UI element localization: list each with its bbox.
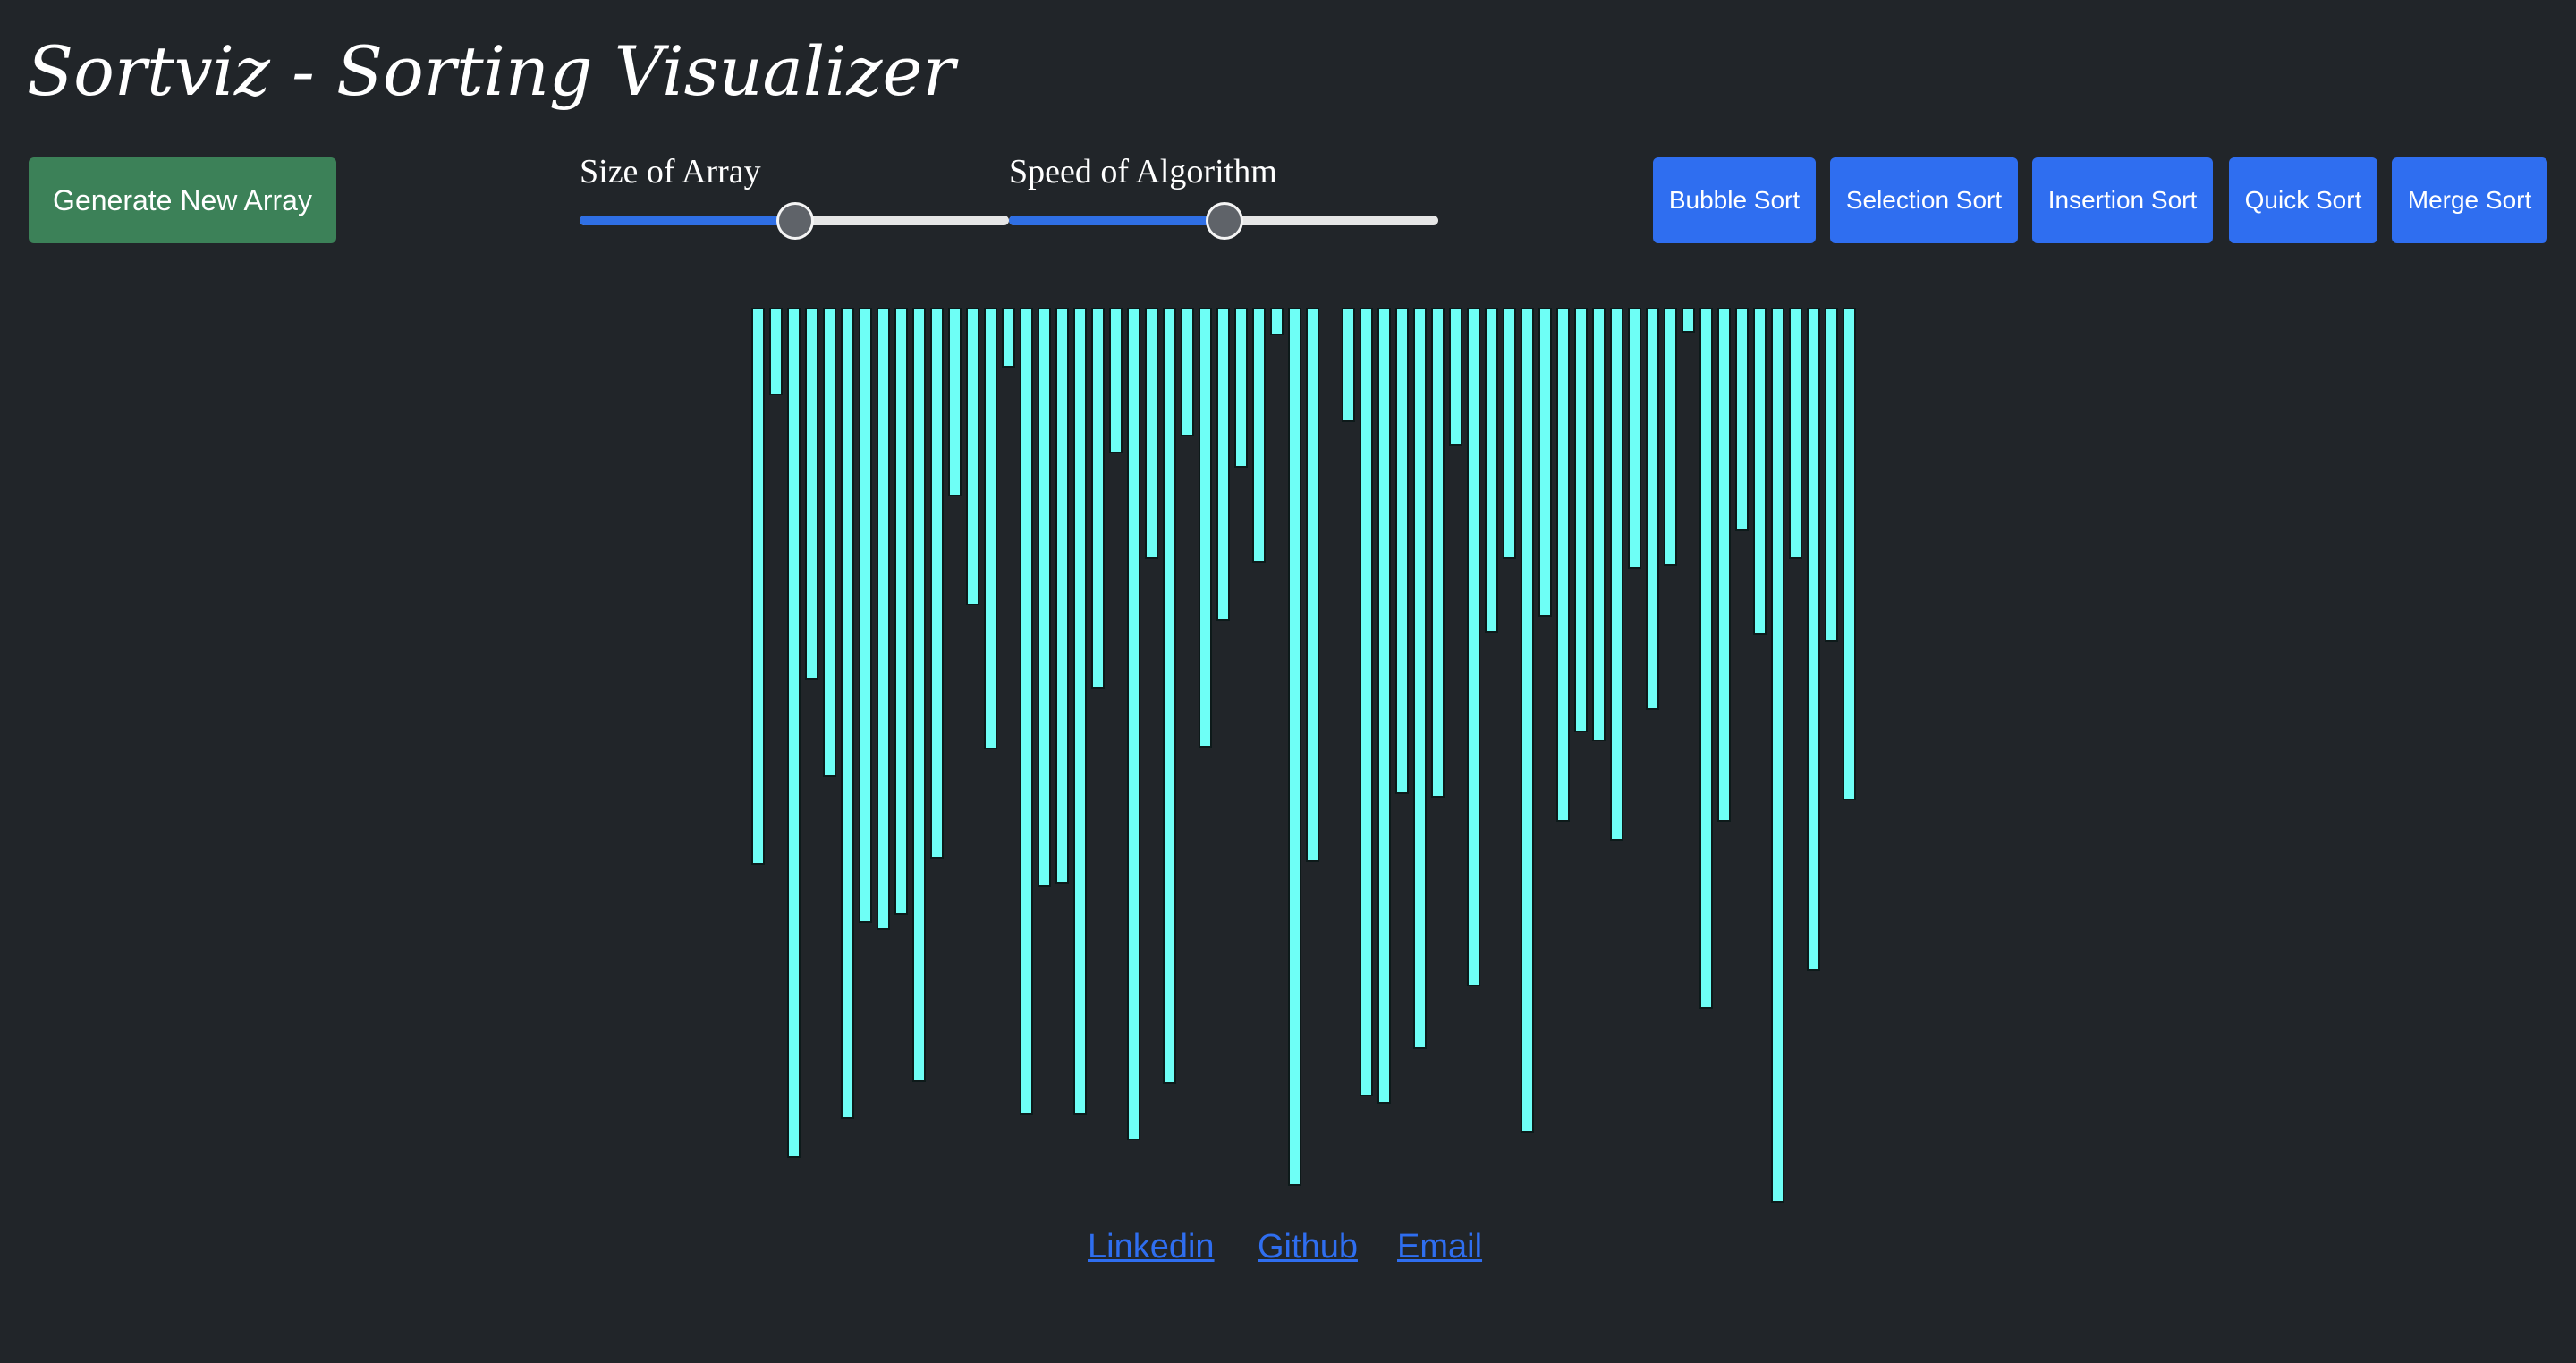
- speed-slider[interactable]: [1009, 202, 1438, 240]
- array-bar: [1449, 308, 1462, 446]
- array-bar: [1413, 308, 1427, 1049]
- array-bar: [1825, 308, 1838, 642]
- speed-slider-thumb[interactable]: [1206, 202, 1243, 240]
- array-bar: [1503, 308, 1516, 559]
- size-slider-label: Size of Array: [580, 153, 761, 190]
- array-bar: [1789, 308, 1802, 559]
- array-bar: [1020, 308, 1033, 1115]
- insertion-sort-button[interactable]: Insertion Sort: [2032, 157, 2213, 243]
- array-bar: [1610, 308, 1623, 841]
- array-bars: [751, 308, 1856, 1203]
- array-bar: [1753, 308, 1767, 635]
- selection-sort-button[interactable]: Selection Sort: [1830, 157, 2018, 243]
- array-bar: [1592, 308, 1606, 741]
- array-bar: [877, 308, 890, 930]
- array-bar: [1360, 308, 1373, 1096]
- array-bar: [751, 308, 765, 865]
- array-bar: [1127, 308, 1140, 1140]
- array-bar: [1538, 308, 1552, 617]
- array-bar: [1628, 308, 1641, 569]
- array-bar: [1199, 308, 1212, 748]
- array-bar: [1145, 308, 1158, 559]
- speed-slider-label: Speed of Algorithm: [1009, 153, 1277, 190]
- page-title: Sortviz - Sorting Visualizer: [27, 31, 955, 111]
- bubble-sort-button[interactable]: Bubble Sort: [1653, 157, 1816, 243]
- merge-sort-button[interactable]: Merge Sort: [2392, 157, 2547, 243]
- github-link[interactable]: Github: [1258, 1228, 1358, 1266]
- size-slider[interactable]: [580, 202, 1009, 240]
- array-bar: [1485, 308, 1498, 633]
- array-bar: [1395, 308, 1409, 794]
- array-bar: [1646, 308, 1659, 710]
- array-bar: [1682, 308, 1695, 333]
- array-bar: [769, 308, 783, 395]
- size-slider-fill: [580, 216, 794, 225]
- array-bar: [1216, 308, 1230, 621]
- array-bar: [1002, 308, 1015, 368]
- array-bar: [1270, 308, 1284, 335]
- array-bar: [1664, 308, 1677, 566]
- array-bar: [1431, 308, 1445, 798]
- speed-slider-fill: [1009, 216, 1224, 225]
- array-bar: [1735, 308, 1749, 531]
- array-bar: [787, 308, 801, 1158]
- array-bar: [948, 308, 962, 496]
- array-bar: [1467, 308, 1480, 986]
- array-bar: [1556, 308, 1570, 822]
- array-bar: [1377, 308, 1391, 1104]
- array-bar: [1252, 308, 1266, 563]
- array-bar: [1699, 308, 1713, 1009]
- array-bar: [1038, 308, 1051, 887]
- array-bar: [805, 308, 818, 680]
- quick-sort-button[interactable]: Quick Sort: [2229, 157, 2377, 243]
- array-bar: [1091, 308, 1105, 689]
- array-bar: [1288, 308, 1301, 1186]
- generate-new-array-button[interactable]: Generate New Array: [29, 157, 336, 243]
- array-bar: [1574, 308, 1588, 732]
- array-bar: [1181, 308, 1194, 436]
- array-bar: [1234, 308, 1248, 468]
- array-bar: [894, 308, 908, 915]
- array-bar: [1342, 308, 1355, 422]
- array-bar: [1843, 308, 1856, 800]
- array-bar: [1771, 308, 1784, 1203]
- array-bar: [841, 308, 854, 1119]
- array-bar: [1163, 308, 1176, 1084]
- array-bar: [1109, 308, 1123, 453]
- array-bar: [1717, 308, 1731, 822]
- array-bar: [823, 308, 836, 777]
- array-bar: [1306, 308, 1319, 862]
- array-bar: [984, 308, 997, 749]
- array-bar: [1073, 308, 1087, 1115]
- array-bar: [1807, 308, 1820, 971]
- array-bar: [930, 308, 944, 859]
- array-bar: [966, 308, 979, 605]
- email-link[interactable]: Email: [1397, 1228, 1483, 1266]
- array-bar: [1055, 308, 1069, 884]
- array-bar: [912, 308, 926, 1082]
- linkedin-link[interactable]: Linkedin: [1088, 1228, 1215, 1266]
- array-bar: [859, 308, 872, 923]
- array-bar: [1521, 308, 1534, 1133]
- size-slider-thumb[interactable]: [776, 202, 814, 240]
